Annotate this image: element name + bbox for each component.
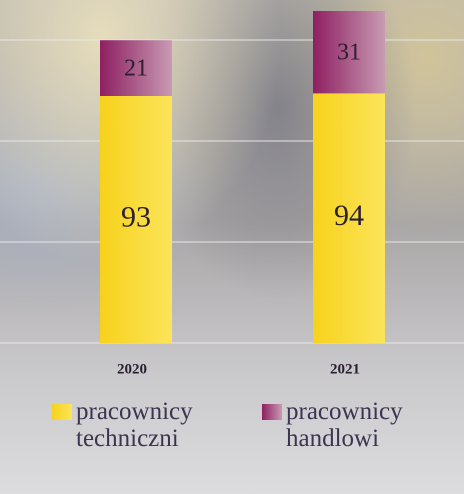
bars: 93 21 2020 94 31 2021 <box>100 11 385 377</box>
chart-background: 93 21 2020 94 31 2021 pracownicy techniczni p… <box>0 0 464 494</box>
legend-swatch <box>262 404 282 420</box>
data-label: 31 <box>337 40 361 66</box>
data-label: 93 <box>121 200 151 233</box>
legend-swatch <box>52 404 72 420</box>
x-tick-label: 2021 <box>330 361 360 377</box>
legend-label: pracownicy handlowi <box>286 398 462 452</box>
legend-item: pracownicy handlowi <box>262 398 462 452</box>
legend-item: pracownicy techniczni <box>52 398 242 452</box>
legend-label: pracownicy techniczni <box>76 398 196 452</box>
x-tick-label: 2020 <box>117 361 147 377</box>
data-label: 94 <box>334 199 364 232</box>
data-label: 21 <box>124 56 148 82</box>
